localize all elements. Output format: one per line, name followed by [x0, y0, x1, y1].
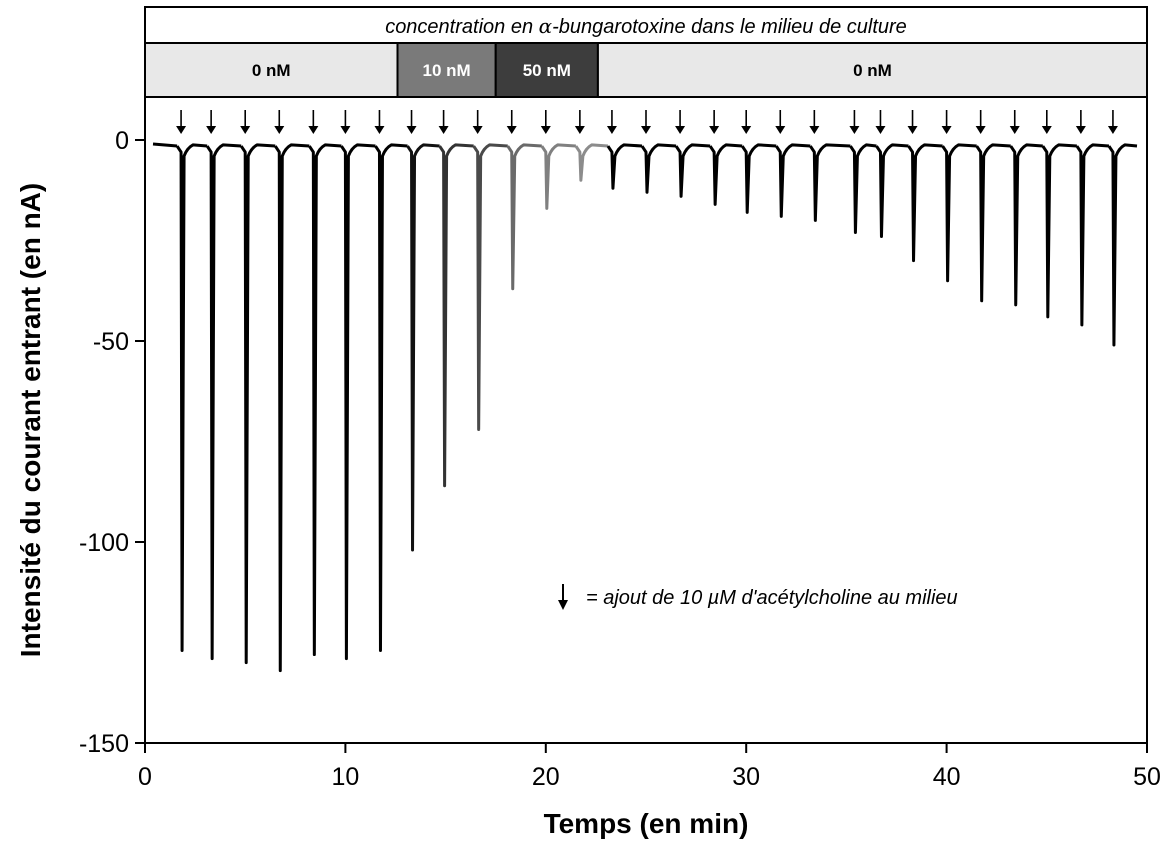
trace-pulse-14 — [640, 143, 677, 194]
concentration-bands: 0 nM 10 nM 50 nM 0 nM — [144, 42, 1148, 98]
x-tick-label-4: 40 — [933, 763, 961, 791]
arrow-head-21 — [875, 126, 886, 134]
arrow-head-19 — [809, 126, 820, 134]
trace-pulse-19 — [809, 143, 851, 222]
y-tick-label-1: -50 — [93, 328, 129, 356]
x-tick-label-0: 0 — [138, 763, 152, 791]
plot-frame — [144, 96, 1148, 744]
x-tick-label-1: 10 — [331, 763, 359, 791]
arrow-head-15 — [675, 126, 686, 134]
arrow-head-28 — [1107, 126, 1118, 134]
trace-pulse-10 — [506, 143, 542, 291]
arrow-head-1 — [206, 126, 217, 134]
y-tick-label-2: -100 — [79, 529, 129, 557]
arrow-head-27 — [1075, 126, 1086, 134]
arrow-head-7 — [406, 126, 417, 134]
trace-pulse-25 — [1009, 143, 1043, 307]
trace-pulse-23 — [941, 143, 977, 283]
x-tick-label-5: 50 — [1133, 763, 1161, 791]
arrow-head-11 — [540, 126, 551, 134]
trace-pulse-28 — [1107, 143, 1138, 347]
arrow-head-12 — [574, 126, 585, 134]
arrow-head-18 — [775, 126, 786, 134]
trace-pulse-26 — [1041, 143, 1077, 319]
arrow-head-17 — [741, 126, 752, 134]
x-axis: 0 10 20 30 40 50 — [138, 743, 1161, 791]
arrow-head-2 — [240, 126, 251, 134]
current-trace — [152, 142, 1138, 673]
header-title: concentration en α-bungarotoxine dans le… — [385, 14, 907, 38]
trace-pulse-9 — [472, 143, 508, 431]
arrow-head-25 — [1009, 126, 1020, 134]
arrow-head-14 — [641, 126, 651, 134]
trace-pulse-5 — [340, 143, 376, 661]
trace-pulse-12 — [574, 143, 609, 182]
x-axis-title: Temps (en min) — [544, 808, 749, 839]
trace-pulse-11 — [540, 143, 576, 210]
trace-pulse-13 — [606, 143, 643, 190]
arrow-head-5 — [340, 126, 351, 134]
trace-pulse-4 — [308, 143, 342, 657]
trace-pulse-17 — [740, 143, 777, 214]
arrow-head-16 — [709, 126, 720, 134]
y-tick-label-0: 0 — [115, 127, 129, 155]
arrow-head-13 — [606, 126, 617, 134]
band-0 — [144, 42, 399, 98]
concentration-header: concentration en α-bungarotoxine dans le… — [144, 6, 1148, 44]
trace-pulse-20 — [849, 143, 877, 234]
arrow-head-8 — [438, 126, 449, 134]
x-tick-label-3: 30 — [732, 763, 760, 791]
arrow-head-4 — [308, 126, 319, 134]
trace-pulse-0 — [175, 143, 208, 653]
band-label-1: 10 nM — [423, 61, 471, 80]
arrow-head-20 — [849, 126, 860, 134]
acetylcholine-arrows — [176, 110, 1118, 134]
legend-text: = ajout de 10 µM d'acétylcholine au mili… — [586, 587, 958, 609]
arrow-head-3 — [274, 126, 285, 134]
arrow-head-0 — [176, 126, 187, 134]
trace-pulse-3 — [274, 143, 310, 673]
arrow-head-23 — [941, 126, 952, 134]
arrow-head-22 — [907, 126, 918, 134]
trace-pulse-8 — [438, 143, 474, 488]
legend-arrow-head — [558, 600, 568, 610]
trace-pulse-1 — [205, 143, 242, 661]
legend: = ajout de 10 µM d'acétylcholine au mili… — [558, 584, 958, 610]
arrow-head-24 — [975, 126, 986, 134]
trace-segment-start — [152, 142, 178, 148]
trace-pulse-6 — [374, 143, 408, 653]
y-tick-label-3: -150 — [79, 730, 129, 758]
trace-pulse-7 — [406, 143, 440, 552]
band-label-0: 0 nM — [252, 61, 291, 80]
band-label-2: 50 nM — [523, 61, 571, 80]
trace-pulse-18 — [775, 143, 811, 218]
trace-pulse-21 — [875, 143, 909, 238]
band-label-3: 0 nM — [853, 61, 892, 80]
trace-pulse-16 — [708, 143, 743, 206]
x-tick-label-2: 20 — [532, 763, 560, 791]
arrow-head-10 — [506, 126, 517, 134]
trace-pulse-27 — [1075, 143, 1110, 327]
y-axis: 0 -50 -100 -150 — [79, 127, 145, 758]
trace-pulse-22 — [907, 143, 943, 263]
arrow-head-9 — [472, 126, 483, 134]
trace-pulse-2 — [239, 143, 276, 665]
y-axis-title: Intensité du courant entrant (en nA) — [15, 183, 46, 657]
trace-pulse-15 — [674, 143, 711, 198]
trace-pulse-24 — [975, 143, 1011, 303]
header-box — [144, 6, 1148, 44]
arrow-head-26 — [1041, 126, 1052, 134]
arrow-head-6 — [374, 126, 385, 134]
